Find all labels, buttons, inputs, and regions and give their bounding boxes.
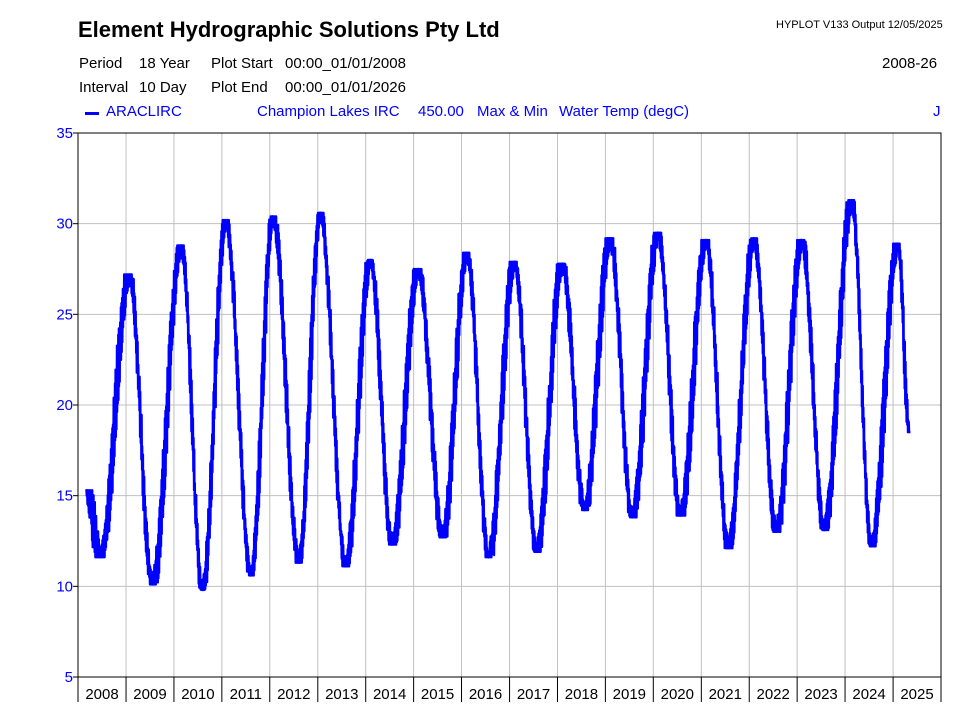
extreme-point — [870, 545, 873, 548]
y-tick-label: 25 — [56, 306, 73, 323]
extreme-point — [85, 489, 88, 492]
x-tick-label: 2017 — [517, 686, 550, 703]
extreme-point — [319, 211, 322, 214]
y-tick-label: 20 — [56, 397, 73, 414]
extreme-point — [752, 236, 756, 240]
program-output-stamp: HYPLOT V133 Output 12/05/2025 — [776, 19, 943, 31]
plot-start-label: Plot Start — [211, 55, 273, 72]
extreme-point — [465, 251, 468, 254]
extreme-point — [631, 516, 634, 519]
x-tick-label: 2011 — [230, 686, 262, 703]
y-tick-label: 35 — [56, 125, 73, 142]
legend-quality-code: J — [933, 103, 941, 120]
extreme-point — [608, 236, 612, 240]
extreme-point — [679, 514, 682, 517]
extreme-point — [179, 244, 183, 247]
x-tick-label: 2010 — [181, 686, 214, 703]
period-label: Period — [79, 55, 123, 72]
x-tick-label: 2024 — [852, 686, 885, 703]
legend-variable-code: 450.00 — [418, 103, 464, 120]
extreme-point — [487, 556, 490, 559]
extreme-point — [99, 556, 102, 559]
extreme-point — [656, 231, 660, 234]
series-layer — [85, 198, 911, 592]
year-range: 2008-26 — [882, 55, 938, 72]
water-temp-series-line — [85, 199, 911, 592]
x-tick-label: 2025 — [900, 686, 933, 703]
plot-frame — [73, 132, 942, 702]
extreme-point — [535, 550, 538, 554]
extreme-point — [441, 536, 444, 539]
legend-site-code: ARACLIRC — [106, 103, 182, 120]
x-tick-label: 2021 — [709, 686, 742, 703]
x-tick-label: 2018 — [565, 686, 598, 703]
legend-variable: Water Temp (degC) — [559, 103, 690, 120]
company-title: Element Hydrographic Solutions Pty Ltd — [78, 17, 500, 42]
y-tick-label: 10 — [56, 578, 73, 595]
extreme-point — [560, 262, 564, 265]
extreme-point — [127, 273, 131, 276]
extreme-point — [896, 242, 899, 245]
extreme-point — [249, 574, 253, 577]
interval-label: Interval — [79, 79, 129, 96]
plot-start-value: 00:00_01/01/2008 — [285, 55, 406, 72]
y-tick-label: 5 — [65, 669, 73, 686]
x-tick-label: 2015 — [421, 686, 454, 703]
x-tick-label: 2016 — [469, 686, 502, 703]
x-tick-label: 2022 — [757, 686, 790, 703]
y-tick-label: 15 — [56, 488, 73, 505]
x-tick-label: 2023 — [804, 686, 837, 703]
extreme-point — [390, 543, 394, 546]
plot-end-label: Plot End — [211, 79, 268, 96]
extreme-point — [369, 258, 372, 262]
extreme-point — [224, 218, 227, 222]
extreme-point — [850, 198, 853, 202]
legend-swatch — [85, 112, 99, 115]
extreme-point — [774, 530, 778, 534]
extreme-point — [151, 583, 154, 586]
x-tick-label: 2019 — [613, 686, 646, 703]
extreme-point — [800, 238, 803, 242]
extreme-point — [908, 431, 911, 434]
x-tick-label: 2008 — [85, 686, 118, 703]
x-tick-label: 2013 — [325, 686, 358, 703]
interval-value: 10 Day — [139, 79, 187, 96]
legend-site-name: Champion Lakes IRC — [257, 103, 400, 120]
extreme-point — [583, 508, 586, 512]
extreme-point — [727, 547, 730, 550]
extreme-point — [201, 588, 204, 592]
extreme-point — [344, 565, 347, 568]
extreme-point — [822, 528, 826, 532]
extreme-point — [297, 561, 301, 564]
x-tick-label: 2020 — [661, 686, 694, 703]
legend-statistic: Max & Min — [477, 103, 548, 120]
plot-end-value: 00:00_01/01/2026 — [285, 79, 406, 96]
extreme-point — [271, 215, 275, 218]
extreme-point — [417, 267, 420, 271]
period-value: 18 Year — [139, 55, 190, 72]
extreme-point — [704, 238, 708, 242]
x-tick-label: 2009 — [133, 686, 166, 703]
extreme-point — [512, 260, 516, 263]
x-tick-label: 2012 — [277, 686, 310, 703]
x-tick-label: 2014 — [373, 686, 406, 703]
y-tick-label: 30 — [56, 216, 73, 233]
